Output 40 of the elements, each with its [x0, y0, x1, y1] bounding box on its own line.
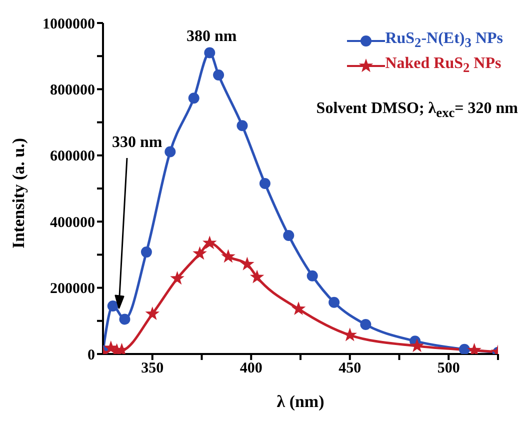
x-tick-label: 450	[338, 360, 362, 377]
y-axis-title: Intensity (a. u.)	[9, 138, 28, 248]
x-tick-label: 350	[141, 360, 164, 377]
x-tick-label: 500	[437, 360, 460, 377]
y-tick-label: 0	[88, 347, 95, 364]
point	[306, 270, 318, 282]
point	[259, 178, 270, 190]
y-tick-label: 800000	[50, 82, 95, 99]
legend-label: Naked RuS$_{2}$ NPs	[385, 55, 502, 76]
point	[164, 146, 176, 158]
point	[291, 301, 306, 316]
point	[192, 246, 207, 260]
x-axis-title: λ (nm)	[276, 392, 324, 411]
y-tick-label: 400000	[50, 214, 95, 231]
y-tick-label: 600000	[50, 148, 95, 165]
point	[140, 246, 152, 258]
point	[236, 120, 248, 132]
point	[240, 256, 254, 270]
annotation: 380 nm	[186, 28, 238, 45]
point	[410, 338, 424, 352]
legend-label: RuS$_{2}$-N(Et)$_{3}$ NPs	[385, 30, 503, 52]
y-tick-label: 200000	[50, 281, 95, 298]
point	[458, 344, 470, 354]
x-tick-label: 400	[240, 360, 262, 377]
point	[360, 319, 372, 330]
point	[107, 300, 118, 312]
point	[188, 92, 200, 104]
annotation: 330 nm	[112, 134, 162, 152]
annotation: Solvent DMSO; λ$_{exc}$= 320 nm	[316, 100, 518, 122]
point	[283, 230, 294, 241]
point	[213, 69, 224, 80]
point	[328, 296, 340, 308]
point	[221, 249, 236, 263]
point	[145, 306, 160, 320]
y-tick-label: 1000000	[42, 16, 95, 32]
point	[170, 271, 184, 285]
point	[119, 314, 130, 325]
point	[250, 270, 264, 284]
point	[204, 47, 216, 58]
point	[202, 236, 217, 250]
